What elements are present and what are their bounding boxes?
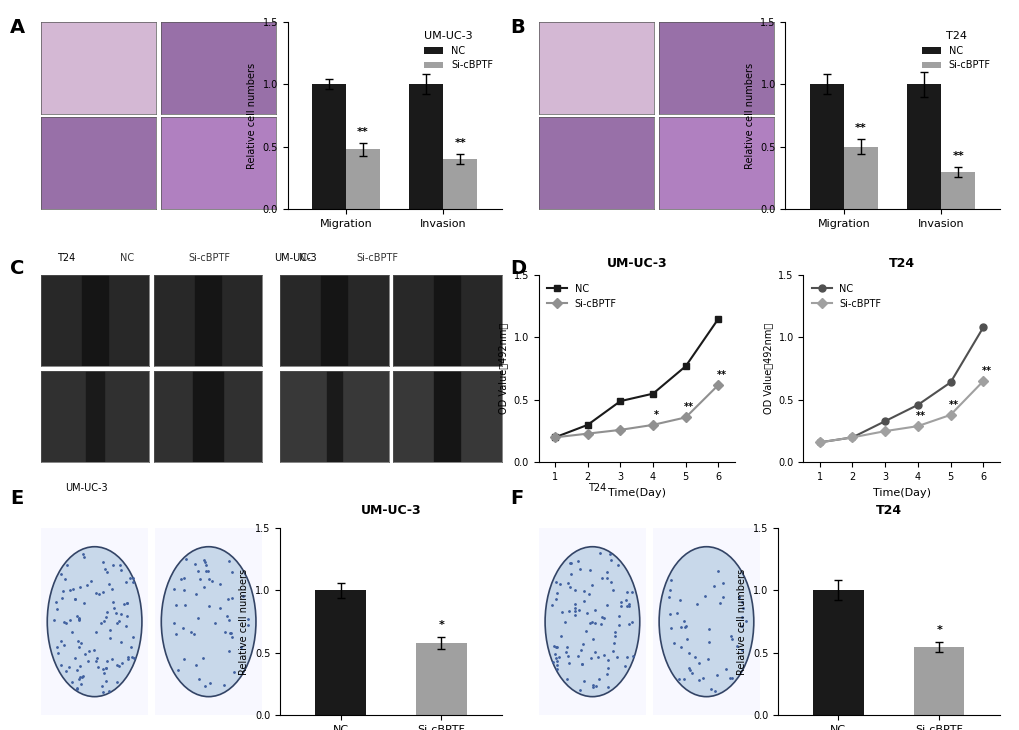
- Si-cBPTF: [976, 377, 988, 385]
- Legend: NC, Si-cBPTF: NC, Si-cBPTF: [420, 27, 496, 74]
- Text: B: B: [510, 18, 524, 37]
- NC: [911, 401, 923, 410]
- Text: E: E: [10, 489, 23, 508]
- Title: T24: T24: [888, 257, 914, 269]
- Line: NC: NC: [551, 315, 721, 441]
- Bar: [409, 85, 443, 210]
- Text: NC: NC: [299, 253, 313, 263]
- NC: [976, 323, 988, 332]
- Text: **: **: [357, 127, 369, 137]
- Y-axis label: Relative cell numbers: Relative cell numbers: [737, 569, 747, 675]
- NC: [581, 420, 593, 429]
- Bar: [443, 159, 477, 210]
- Y-axis label: Relative cell numbers: Relative cell numbers: [744, 63, 754, 169]
- Line: Si-cBPTF: Si-cBPTF: [551, 381, 721, 441]
- Bar: [82, 275, 108, 366]
- X-axis label: Time(Day): Time(Day): [871, 488, 929, 498]
- Bar: [941, 172, 974, 210]
- Text: **: **: [854, 123, 866, 133]
- Bar: [87, 372, 104, 462]
- NC: [613, 397, 626, 406]
- NC: [679, 362, 691, 371]
- Text: A: A: [10, 18, 25, 37]
- Bar: [906, 85, 941, 210]
- Ellipse shape: [161, 547, 256, 696]
- Bar: [195, 275, 221, 366]
- Title: T24: T24: [875, 504, 901, 517]
- Text: NC: NC: [120, 253, 135, 263]
- Bar: [416, 643, 466, 715]
- Bar: [843, 147, 877, 210]
- Text: Si-cBPTF: Si-cBPTF: [187, 253, 230, 263]
- Si-cBPTF: [646, 420, 658, 429]
- Bar: [315, 591, 366, 715]
- Si-cBPTF: [878, 427, 891, 436]
- Bar: [321, 275, 347, 366]
- Si-cBPTF: [613, 426, 626, 434]
- NC: [813, 438, 825, 447]
- Title: UM-UC-3: UM-UC-3: [361, 504, 421, 517]
- NC: [711, 315, 723, 323]
- Text: C: C: [10, 259, 24, 278]
- Legend: NC, Si-cBPTF: NC, Si-cBPTF: [543, 280, 620, 312]
- Ellipse shape: [658, 547, 753, 696]
- Text: T24: T24: [587, 483, 605, 493]
- NC: [878, 417, 891, 426]
- Bar: [913, 647, 963, 715]
- Legend: NC, Si-cBPTF: NC, Si-cBPTF: [917, 27, 994, 74]
- Si-cBPTF: [581, 429, 593, 438]
- Bar: [434, 372, 460, 462]
- Bar: [193, 372, 223, 462]
- Bar: [345, 150, 380, 210]
- Line: NC: NC: [815, 324, 985, 446]
- NC: [944, 378, 956, 387]
- Bar: [312, 85, 345, 210]
- Text: T24: T24: [57, 253, 75, 263]
- Text: *: *: [653, 410, 658, 420]
- Text: D: D: [510, 259, 526, 278]
- Text: **: **: [915, 411, 925, 421]
- NC: [846, 433, 858, 442]
- Text: **: **: [948, 400, 958, 410]
- Text: **: **: [952, 150, 963, 161]
- Y-axis label: Relative cell numbers: Relative cell numbers: [247, 63, 257, 169]
- Text: **: **: [716, 370, 726, 380]
- NC: [548, 433, 560, 442]
- Si-cBPTF: [944, 410, 956, 419]
- Si-cBPTF: [711, 380, 723, 389]
- Y-axis label: Relative cell numbers: Relative cell numbers: [239, 569, 250, 675]
- Text: UM-UC-3: UM-UC-3: [65, 483, 108, 493]
- Legend: NC, Si-cBPTF: NC, Si-cBPTF: [807, 280, 884, 312]
- Si-cBPTF: [846, 433, 858, 442]
- Bar: [434, 275, 460, 366]
- Si-cBPTF: [813, 438, 825, 447]
- Text: **: **: [454, 138, 466, 148]
- Text: *: *: [935, 626, 942, 635]
- X-axis label: Time(Day): Time(Day): [607, 488, 665, 498]
- Text: UM-UC-3: UM-UC-3: [274, 253, 317, 263]
- Line: Si-cBPTF: Si-cBPTF: [815, 377, 985, 446]
- Ellipse shape: [544, 547, 639, 696]
- Bar: [812, 591, 863, 715]
- Text: **: **: [980, 366, 990, 376]
- Text: *: *: [438, 620, 444, 631]
- Bar: [809, 85, 843, 210]
- Ellipse shape: [47, 547, 142, 696]
- Si-cBPTF: [548, 433, 560, 442]
- Text: **: **: [684, 402, 693, 412]
- Text: Si-cBPTF: Si-cBPTF: [356, 253, 398, 263]
- Bar: [326, 372, 341, 462]
- Y-axis label: OD Value（492nm）: OD Value（492nm）: [762, 323, 772, 414]
- NC: [646, 389, 658, 398]
- Title: UM-UC-3: UM-UC-3: [606, 257, 666, 269]
- Text: F: F: [510, 489, 523, 508]
- Y-axis label: OD Value（492nm）: OD Value（492nm）: [497, 323, 507, 414]
- Si-cBPTF: [911, 422, 923, 431]
- Si-cBPTF: [679, 413, 691, 422]
